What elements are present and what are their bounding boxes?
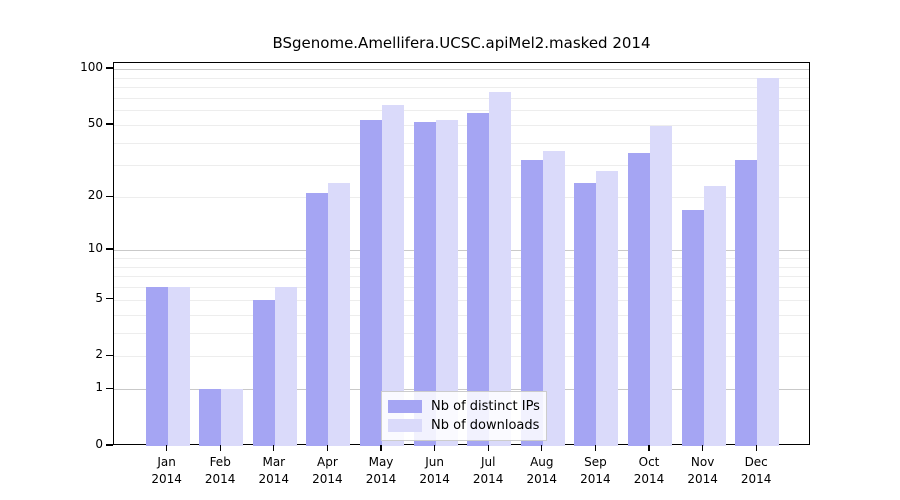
- bar-aug-distinct-ips: [520, 160, 543, 446]
- x-tick-mark-dec: [755, 445, 757, 451]
- x-tick-label-nov: Nov 2014: [687, 455, 718, 486]
- gridline-20: [114, 197, 809, 199]
- y-tick-label-50: 50: [87, 115, 103, 130]
- y-tick-mark-2: [106, 354, 113, 356]
- gridline-80: [114, 87, 809, 89]
- x-tick-label-jul: Jul 2014: [472, 455, 504, 486]
- x-tick-mark-jul: [487, 445, 489, 451]
- gridline-2: [114, 356, 809, 358]
- y-tick-label-10: 10: [87, 241, 103, 256]
- x-tick-label-mar: Mar 2014: [258, 455, 290, 486]
- legend: Nb of distinct IPs Nb of downloads: [381, 391, 547, 441]
- bar-oct-distinct-ips: [628, 153, 650, 446]
- y-tick-label-2: 2: [95, 347, 103, 362]
- bar-aug-downloads: [542, 151, 565, 446]
- bar-sep-distinct-ips: [574, 183, 597, 446]
- gridline-30: [114, 165, 809, 167]
- gridline-7: [114, 276, 809, 278]
- gridline-6: [114, 287, 809, 289]
- bar-oct-downloads: [650, 126, 672, 446]
- gridline-40: [114, 142, 809, 144]
- bar-jan-downloads: [167, 287, 190, 446]
- legend-label-downloads: Nb of downloads: [431, 418, 540, 433]
- x-tick-mark-aug: [541, 445, 543, 451]
- y-tick-mark-1: [106, 387, 113, 390]
- x-tick-mark-mar: [273, 445, 275, 451]
- legend-swatch-downloads: [388, 419, 422, 432]
- y-tick-mark-5: [106, 297, 113, 300]
- gridline-5: [114, 299, 809, 301]
- x-tick-label-jun: Jun 2014: [419, 455, 450, 486]
- bar-jun-distinct-ips: [413, 121, 436, 446]
- x-tick-label-aug: Aug 2014: [526, 455, 558, 486]
- x-tick-label-jan: Jan 2014: [151, 455, 182, 486]
- y-tick-label-5: 5: [95, 290, 103, 305]
- legend-swatch-distinct-ips: [388, 400, 422, 413]
- x-tick-label-dec: Dec 2014: [740, 455, 772, 486]
- y-tick-label-0: 0: [95, 437, 103, 451]
- y-tick-mark-50: [106, 123, 113, 125]
- x-tick-label-may: May 2014: [365, 455, 397, 486]
- bar-may-distinct-ips: [360, 120, 382, 446]
- bar-jan-distinct-ips: [145, 287, 168, 446]
- x-tick-mark-sep: [594, 445, 597, 451]
- legend-item-distinct-ips: Nb of distinct IPs: [388, 397, 540, 416]
- y-tick-mark-10: [106, 248, 113, 250]
- x-tick-mark-nov: [701, 445, 704, 451]
- bar-feb-downloads: [221, 389, 244, 446]
- gridline-60: [114, 110, 809, 112]
- y-tick-mark-20: [106, 195, 113, 197]
- x-tick-label-feb: Feb 2014: [204, 455, 236, 486]
- x-tick-label-apr: Apr 2014: [312, 455, 343, 486]
- bar-nov-distinct-ips: [681, 209, 704, 446]
- x-tick-mark-may: [380, 445, 382, 451]
- gridline-1: [114, 389, 809, 391]
- bar-mar-distinct-ips: [252, 299, 275, 446]
- gridline-3: [114, 332, 809, 334]
- gridline-10: [114, 250, 809, 252]
- y-tick-label-100: 100: [80, 60, 103, 74]
- plot-area: Nb of distinct IPs Nb of downloads: [113, 62, 810, 446]
- gridline-100: [114, 69, 809, 70]
- bar-jul-downloads: [489, 92, 512, 446]
- bar-dec-downloads: [757, 78, 780, 446]
- legend-item-downloads: Nb of downloads: [388, 416, 540, 435]
- x-tick-mark-apr: [326, 445, 329, 451]
- x-tick-mark-jan: [165, 445, 168, 451]
- x-tick-label-sep: Sep 2014: [580, 455, 611, 486]
- y-tick-label-20: 20: [87, 188, 103, 203]
- bar-feb-distinct-ips: [199, 389, 222, 446]
- gridline-9: [114, 257, 809, 259]
- bar-jun-downloads: [435, 120, 458, 446]
- x-tick-mark-oct: [648, 445, 650, 451]
- y-tick-mark-0: [106, 444, 113, 446]
- bar-jul-distinct-ips: [467, 112, 490, 446]
- bar-apr-downloads: [328, 183, 351, 446]
- y-tick-label-1: 1: [95, 380, 103, 395]
- gridline-70: [114, 97, 809, 99]
- x-tick-mark-jun: [433, 445, 436, 451]
- gridline-50: [114, 124, 809, 126]
- legend-label-distinct-ips: Nb of distinct IPs: [431, 399, 540, 414]
- gridline-90: [114, 77, 809, 79]
- chart-title: BSgenome.Amellifera.UCSC.apiMel2.masked …: [272, 34, 651, 52]
- bar-dec-distinct-ips: [735, 160, 758, 446]
- bar-mar-downloads: [274, 287, 297, 446]
- bar-apr-distinct-ips: [306, 193, 329, 446]
- gridline-4: [114, 314, 809, 316]
- y-tick-mark-100: [106, 67, 113, 69]
- bar-may-downloads: [382, 105, 404, 446]
- x-tick-label-oct: Oct 2014: [633, 455, 665, 486]
- bar-nov-downloads: [703, 186, 726, 446]
- x-tick-mark-feb: [219, 445, 221, 451]
- bar-sep-downloads: [596, 170, 619, 446]
- gridline-8: [114, 266, 809, 268]
